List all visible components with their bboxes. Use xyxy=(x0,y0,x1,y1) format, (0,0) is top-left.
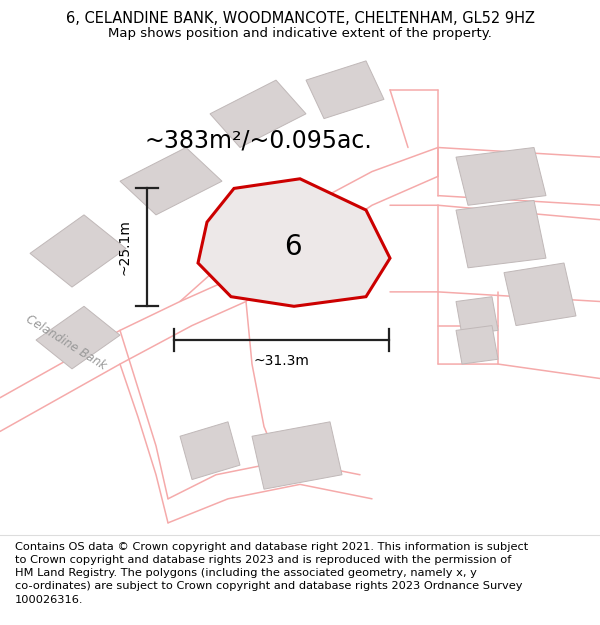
Text: Map shows position and indicative extent of the property.: Map shows position and indicative extent… xyxy=(108,27,492,40)
Text: ~25.1m: ~25.1m xyxy=(118,219,132,275)
Polygon shape xyxy=(210,80,306,148)
Text: 6: 6 xyxy=(284,232,302,261)
Polygon shape xyxy=(120,148,222,215)
Polygon shape xyxy=(504,263,576,326)
Text: Contains OS data © Crown copyright and database right 2021. This information is : Contains OS data © Crown copyright and d… xyxy=(15,542,528,604)
Polygon shape xyxy=(198,179,390,306)
Polygon shape xyxy=(456,148,546,205)
Polygon shape xyxy=(30,215,126,287)
Polygon shape xyxy=(36,306,120,369)
Polygon shape xyxy=(456,201,546,268)
Text: Celandine Bank: Celandine Bank xyxy=(23,312,109,372)
Polygon shape xyxy=(180,422,240,479)
Polygon shape xyxy=(306,61,384,119)
Polygon shape xyxy=(456,326,498,364)
Text: 6, CELANDINE BANK, WOODMANCOTE, CHELTENHAM, GL52 9HZ: 6, CELANDINE BANK, WOODMANCOTE, CHELTENH… xyxy=(65,11,535,26)
Text: ~383m²/~0.095ac.: ~383m²/~0.095ac. xyxy=(144,128,372,152)
Polygon shape xyxy=(456,297,498,335)
Polygon shape xyxy=(252,422,342,489)
Text: ~31.3m: ~31.3m xyxy=(253,354,310,368)
